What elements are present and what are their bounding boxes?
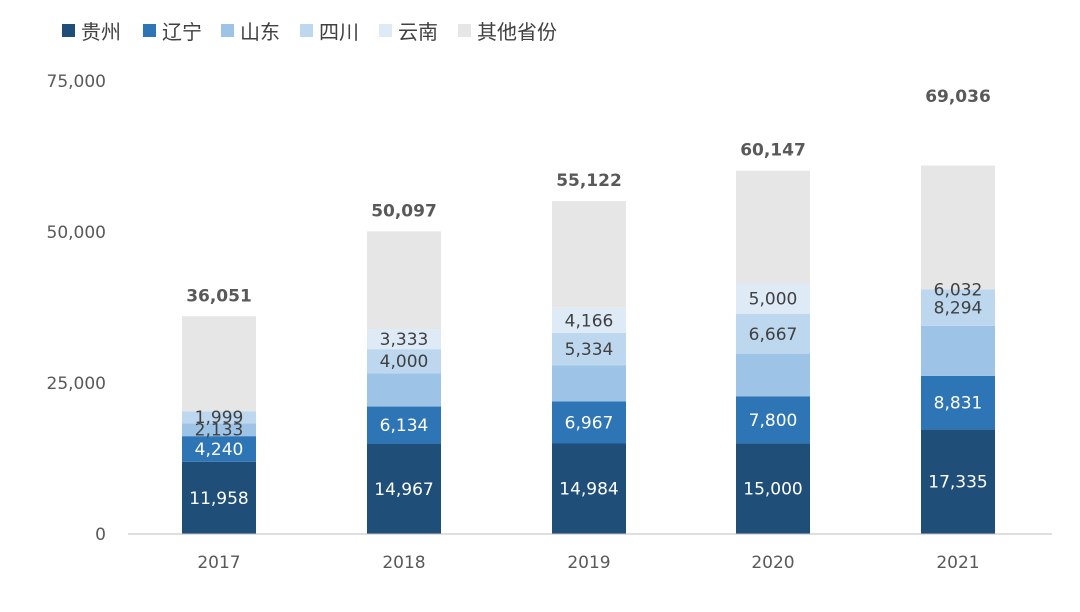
data-label-2020-4: 5,000: [749, 290, 798, 310]
total-label-2020: 60,147: [740, 141, 806, 161]
data-label-2017-2: 2,133: [195, 421, 244, 441]
data-label-2020-3: 6,667: [749, 325, 798, 345]
legend: 贵州 辽宁 山东 四川 云南 其他省份: [62, 20, 557, 44]
data-label-2021-1: 8,831: [934, 394, 983, 414]
data-label-2021-3: 8,294: [934, 299, 983, 319]
legend-label-5: 其他省份: [477, 20, 557, 44]
data-label-2017-3: 1,999: [195, 408, 244, 428]
total-label-2019: 55,122: [556, 171, 622, 191]
data-label-2017-0: 11,958: [189, 489, 248, 509]
data-label-2017-1: 4,240: [195, 440, 244, 460]
legend-label-2: 山东: [240, 20, 280, 44]
y-tick-label-0: 0: [95, 525, 106, 545]
bar-2017-0: [182, 461, 256, 534]
legend-label-3: 四川: [319, 20, 359, 44]
bar-2018-0: [367, 443, 441, 534]
x-tick-label-2021: 2021: [936, 553, 979, 573]
data-label-2018-3: 4,000: [380, 352, 429, 372]
x-tick-label-2018: 2018: [382, 553, 425, 573]
total-label-2017: 36,051: [186, 286, 252, 306]
bar-2020-2: [736, 354, 810, 397]
bar-2021-0: [921, 429, 995, 534]
legend-swatch-1: [143, 24, 156, 37]
bar-2020-4: [736, 283, 810, 314]
bar-2020-3: [736, 313, 810, 355]
bar-2019-1: [552, 401, 626, 444]
y-axis: 0 25,000 50,000 75,000: [47, 72, 106, 545]
data-label-2019-3: 5,334: [565, 340, 614, 360]
legend-swatch-0: [62, 24, 75, 37]
x-axis: 2017 2018 2019 2020 2021: [128, 533, 1052, 573]
bar-2021-1: [921, 375, 995, 430]
x-tick-label-2019: 2019: [567, 553, 610, 573]
data-label-2020-1: 7,800: [749, 411, 798, 431]
legend-label-1: 辽宁: [162, 20, 202, 44]
legend-swatch-2: [221, 24, 234, 37]
bar-2020-0: [736, 443, 810, 534]
data-label-2019-4: 4,166: [565, 311, 614, 331]
data-label-2018-0: 14,967: [374, 480, 433, 500]
legend-swatch-3: [300, 24, 313, 37]
data-label-2021-4: 6,032: [934, 280, 983, 300]
bar-2021-2: [921, 325, 995, 376]
data-label-2020-0: 15,000: [743, 480, 802, 500]
legend-swatch-4: [379, 24, 392, 37]
data-label-2019-0: 14,984: [559, 480, 618, 500]
x-tick-label-2020: 2020: [751, 553, 794, 573]
legend-swatch-5: [458, 24, 471, 37]
bar-2018-5: [367, 231, 441, 330]
legend-label-0: 贵州: [81, 20, 121, 44]
bar-2020-1: [736, 396, 810, 444]
x-tick-label-2017: 2017: [197, 553, 240, 573]
y-tick-label-2: 50,000: [47, 223, 106, 243]
data-label-2018-4: 3,333: [380, 330, 429, 350]
bar-2017-5: [182, 316, 256, 412]
data-label-2018-1: 6,134: [380, 416, 429, 436]
bar-2019-3: [552, 332, 626, 366]
bar-2021-3: [921, 289, 995, 326]
data-label-2019-1: 6,967: [565, 413, 614, 433]
data-label-2021-0: 17,335: [928, 473, 987, 493]
bar-2017-1: [182, 436, 256, 462]
bar-2017-3: [182, 411, 256, 424]
y-tick-label-1: 25,000: [47, 374, 106, 394]
total-label-2021: 69,036: [925, 87, 991, 107]
bar-2019-4: [552, 307, 626, 333]
bar-2018-4: [367, 329, 441, 350]
legend-label-4: 云南: [398, 20, 438, 44]
bar-2017-2: [182, 423, 256, 437]
bar-2019-2: [552, 365, 626, 402]
bar-2019-5: [552, 201, 626, 308]
bar-2018-3: [367, 349, 441, 374]
bar-2021-5: [921, 165, 995, 290]
bar-2019-0: [552, 443, 626, 534]
total-label-2018: 50,097: [371, 201, 437, 221]
bar-2018-1: [367, 406, 441, 444]
y-tick-label-3: 75,000: [47, 72, 106, 92]
bar-2020-5: [736, 170, 810, 284]
bar-2018-2: [367, 373, 441, 407]
